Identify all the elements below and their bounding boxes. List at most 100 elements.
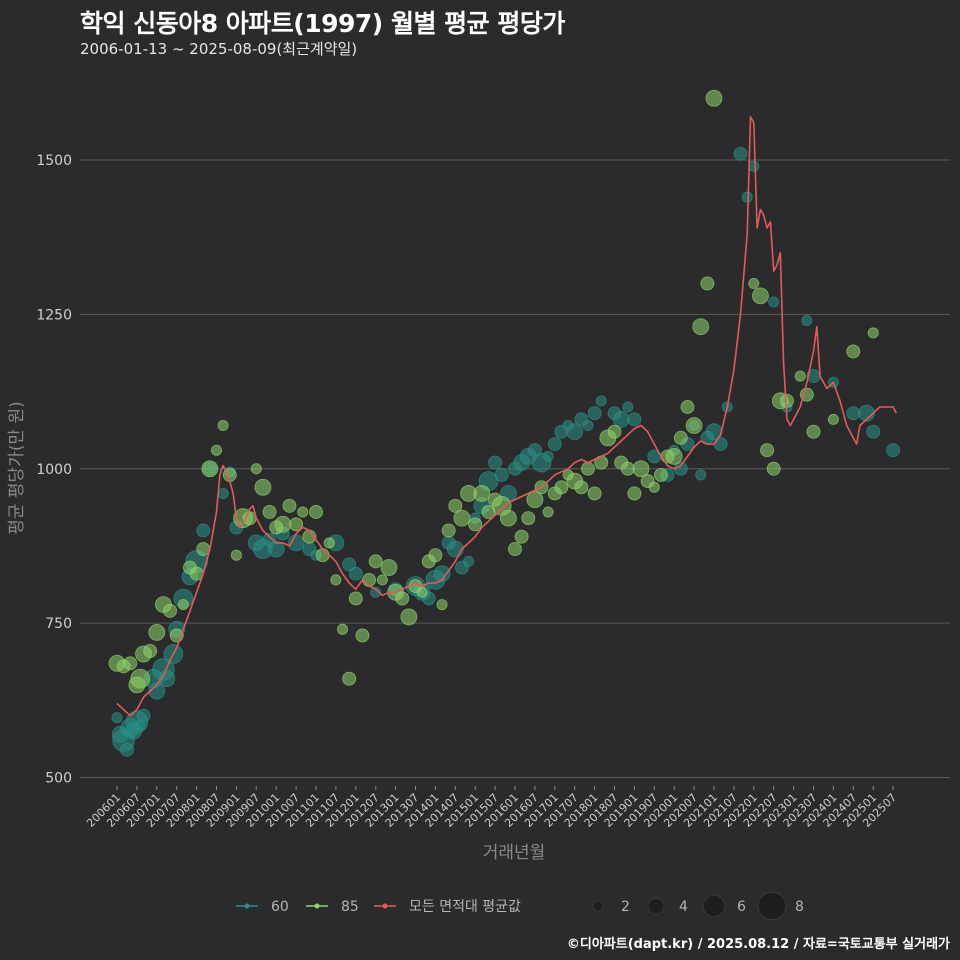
y-tick-label: 1250: [36, 307, 72, 323]
source-caption: ©디아파트(dapt.kr) / 2025.08.12 / 자료=국토교통부 실…: [566, 937, 950, 952]
data-point-85: [282, 498, 297, 513]
data-point-85: [700, 276, 715, 291]
data-point-85: [554, 480, 569, 495]
legend-size-circle: [702, 894, 726, 918]
data-point-60: [542, 450, 554, 462]
data-point-85: [680, 400, 695, 414]
x-axis-title: 거래년월: [483, 843, 546, 863]
y-tick-label: 1000: [36, 462, 72, 478]
data-point-60: [858, 404, 875, 422]
data-point-85: [846, 344, 861, 359]
data-point-85: [827, 413, 839, 425]
data-point-60: [587, 406, 602, 421]
data-point-85: [648, 481, 660, 493]
legend-size-circle: [757, 891, 787, 921]
data-point-85: [368, 554, 383, 569]
data-point-85: [632, 460, 650, 478]
data-point-85: [400, 608, 418, 626]
data-point-85: [508, 542, 522, 556]
data-point-85: [705, 89, 723, 107]
data-point-85: [499, 509, 517, 527]
data-point-85: [380, 559, 398, 576]
data-point-60: [866, 424, 881, 439]
data-point-85: [337, 623, 349, 635]
data-point-85: [799, 387, 814, 402]
data-point-60: [446, 540, 464, 558]
y-tick-label: 500: [45, 771, 72, 787]
legend-size-label: 8: [795, 899, 804, 915]
data-point-85: [692, 318, 710, 336]
data-point-85: [653, 467, 668, 482]
y-tick-labels: 500 750 1000 1250 1500: [36, 153, 72, 787]
data-point-60: [494, 467, 509, 482]
data-point-85: [620, 461, 635, 476]
data-point-60: [582, 420, 594, 432]
data-point-85: [143, 643, 158, 658]
data-point-85: [201, 460, 219, 478]
data-point-85: [748, 277, 760, 289]
data-point-85: [453, 509, 471, 527]
legend-label: 85: [341, 899, 359, 915]
data-point-85: [123, 656, 138, 671]
average-line: [116, 116, 898, 717]
data-point-85: [752, 287, 769, 305]
x-tick-labels: 2006012006072007012007072008012008072009…: [84, 786, 899, 830]
data-point-60: [488, 455, 503, 470]
data-point-85: [274, 515, 292, 533]
data-point-85: [196, 542, 211, 556]
data-point-60: [196, 523, 211, 538]
data-point-85: [581, 461, 595, 476]
data-point-85: [514, 529, 529, 544]
data-point-85: [297, 506, 309, 518]
data-point-60: [119, 742, 134, 757]
data-point-60: [463, 555, 475, 567]
data-point-85: [210, 444, 222, 456]
data-point-85: [766, 461, 781, 476]
data-point-85: [685, 417, 703, 434]
grid-lines: [80, 159, 950, 778]
data-point-85: [806, 424, 821, 439]
data-point-85: [309, 505, 323, 519]
legend-size-circle: [592, 900, 604, 912]
y-tick-label: 750: [45, 616, 72, 632]
data-point-85: [330, 574, 342, 586]
data-point-85: [395, 591, 410, 606]
data-point-85: [673, 430, 688, 445]
data-point-85: [468, 517, 483, 532]
data-point-60: [348, 566, 363, 581]
data-point-85: [217, 420, 229, 432]
average-line-path: [116, 116, 898, 717]
data-point-60: [433, 565, 451, 583]
data-point-60: [217, 487, 229, 499]
data-point-60: [622, 401, 634, 413]
data-point-85: [587, 486, 602, 501]
data-point-60: [595, 395, 607, 407]
data-point-60: [158, 670, 176, 688]
data-point-60: [846, 406, 861, 421]
data-point-60: [713, 437, 728, 452]
data-point-85: [441, 523, 456, 538]
data-point-85: [448, 498, 463, 513]
data-point-85: [428, 548, 443, 563]
data-point-85: [250, 463, 262, 475]
data-point-85: [473, 485, 491, 502]
legend-key-dot: [314, 903, 320, 909]
data-point-85: [376, 574, 388, 586]
data-point-60: [801, 315, 813, 327]
legend-size-label: 4: [679, 899, 688, 915]
legend-size-circle: [647, 897, 665, 915]
data-point-85: [262, 505, 277, 519]
data-point-85: [289, 517, 304, 532]
data-point-60: [768, 296, 780, 308]
data-point-60: [886, 443, 901, 458]
data-point-85: [148, 623, 166, 641]
data-point-85: [780, 393, 794, 408]
data-point-85: [342, 671, 357, 686]
data-point-60: [627, 412, 642, 427]
legend-key-dot: [382, 903, 388, 909]
series-60-points: [111, 146, 901, 757]
data-point-85: [607, 424, 622, 439]
data-point-60: [148, 682, 166, 700]
series-85-points: [108, 89, 879, 694]
